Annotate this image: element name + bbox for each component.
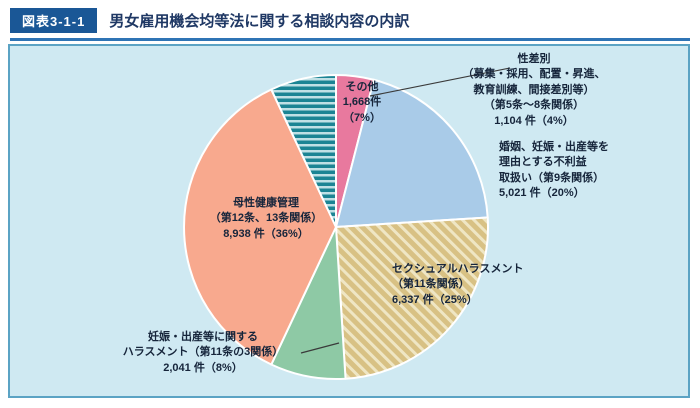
pie-chart: [183, 74, 489, 380]
chart-panel: 性差別 （募集・採用、配置・昇進、 教育訓練、間接差別等） （第5条～8条関係）…: [8, 44, 690, 398]
pie-label-maternal-health: 母性健康管理 （第12条、13条関係） 8,938 件（36%）: [209, 197, 323, 240]
pie-label-sex-discrimination: 性差別 （募集・採用、配置・昇進、 教育訓練、間接差別等） （第5条～8条関係）…: [462, 53, 606, 127]
figure-header: 図表3-1-1 男女雇用機会均等法に関する相談内容の内訳: [10, 8, 690, 41]
pie-label-disadvantage-treatment: 婚姻、妊娠・出産等を 理由とする不利益 取扱い（第9条関係） 5,021 件（2…: [499, 141, 609, 200]
pie-label-sexual-harassment: セクシュアルハラスメント （第11条関係） 6,337 件（25%）: [392, 263, 524, 306]
pie-slice-2: [335, 216, 489, 380]
figure-title: 男女雇用機会均等法に関する相談内容の内訳: [109, 13, 410, 30]
pie-slice-5: [270, 74, 337, 228]
pie-slice-4: [183, 88, 337, 366]
pie-label-other: その他 1,668件 （7%）: [342, 81, 382, 124]
pie-label-maternity-harassment: 妊娠・出産等に関する ハラスメント（第11条の3関係） 2,041 件（8%）: [122, 331, 284, 374]
figure-number-badge: 図表3-1-1: [10, 8, 98, 33]
